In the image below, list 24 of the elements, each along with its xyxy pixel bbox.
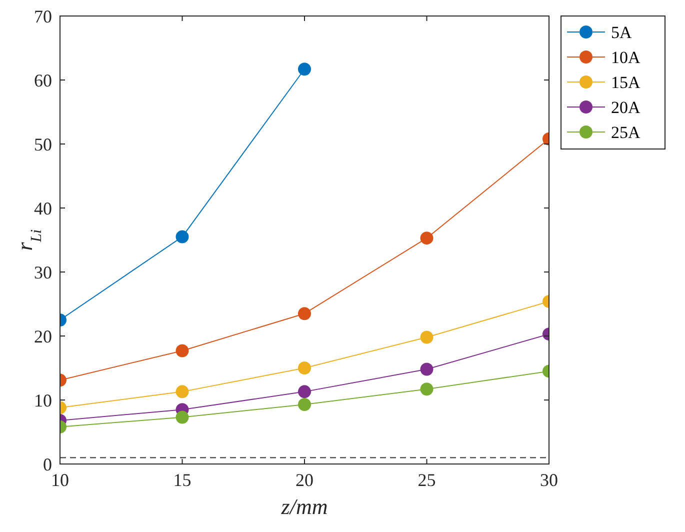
y-tick-label: 10 [34, 390, 52, 410]
point [298, 362, 311, 374]
legend-label: 20A [611, 98, 641, 117]
legend-label: 5A [611, 22, 632, 42]
point [298, 398, 311, 411]
x-tick-label: 20 [296, 470, 314, 490]
x-tick-label: 10 [51, 470, 69, 490]
point [298, 62, 311, 76]
legend-label: 25A [611, 122, 641, 142]
y-tick-label: 20 [34, 326, 52, 346]
point [298, 385, 311, 398]
point [298, 307, 311, 320]
x-axis-title: z/mm [280, 494, 328, 519]
legend-label: 15A [611, 72, 641, 92]
y-tick-label: 0 [43, 454, 52, 474]
y-tick-label: 60 [34, 70, 52, 90]
y-tick-label: 70 [34, 6, 52, 26]
x-tick-label: 15 [173, 470, 192, 490]
y-tick-label: 50 [34, 134, 52, 154]
y-tick-label: 30 [34, 262, 52, 282]
legend-label: 10A [611, 48, 641, 67]
x-tick-label: 30 [540, 470, 558, 490]
x-tick-label: 25 [418, 470, 436, 490]
y-tick-label: 40 [34, 198, 52, 218]
